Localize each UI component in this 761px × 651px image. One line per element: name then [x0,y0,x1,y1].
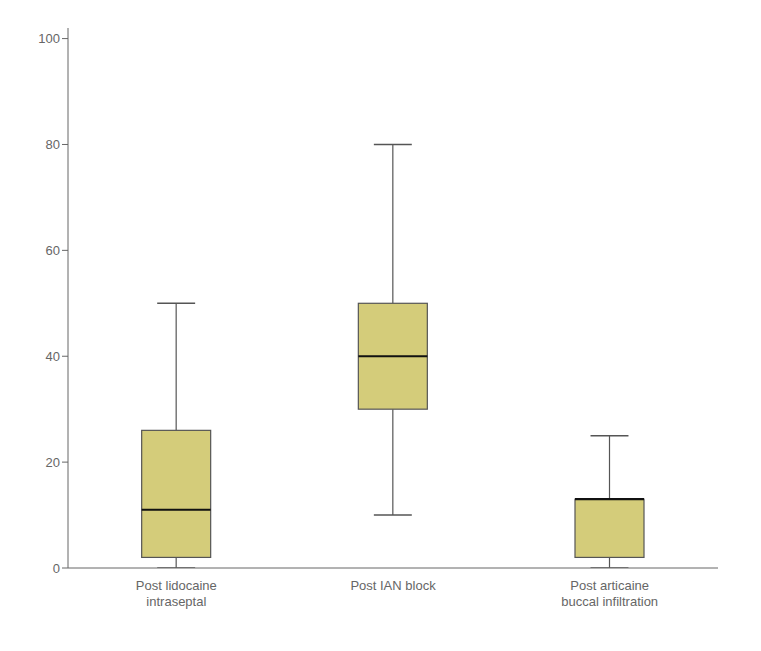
svg-text:20: 20 [46,455,60,470]
svg-text:60: 60 [46,243,60,258]
svg-text:0: 0 [53,561,60,576]
svg-text:Post IAN block: Post IAN block [350,578,436,593]
svg-text:80: 80 [46,137,60,152]
svg-text:Post articainebuccal infiltrat: Post articainebuccal infiltration [561,578,658,609]
svg-text:Post lidocaineintraseptal: Post lidocaineintraseptal [136,578,217,609]
svg-text:40: 40 [46,349,60,364]
svg-text:100: 100 [38,31,60,46]
